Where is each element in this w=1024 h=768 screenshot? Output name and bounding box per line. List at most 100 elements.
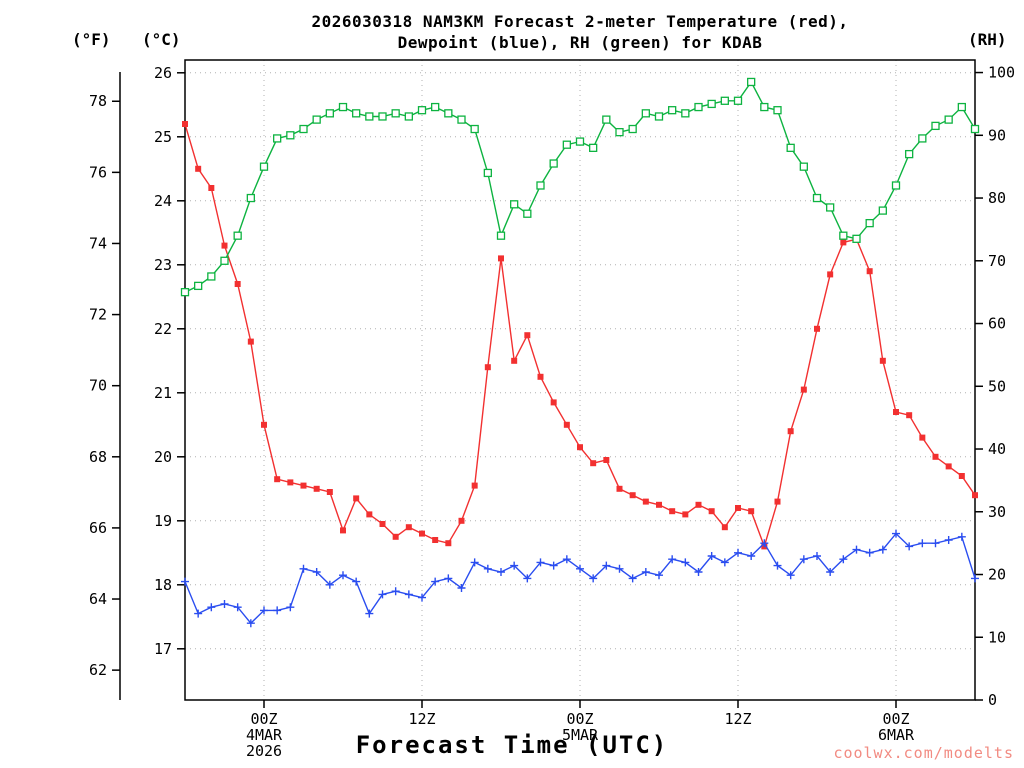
temperature-2m-marker [445,540,452,547]
relative-humidity-marker [799,162,808,171]
time-tick-label: 12Z [724,710,751,728]
rh-tick-label: 80 [988,189,1006,207]
temperature-2m-marker [471,482,478,489]
relative-humidity-marker [891,181,901,190]
time-tick-label: 00Z [250,710,277,728]
temperature-2m-marker [326,489,333,495]
dewpoint-2m-marker [299,564,308,573]
dewpoint-2m-marker [773,561,782,570]
watermark-link[interactable]: coolwx.com/modelts [833,744,1014,762]
dewpoint-2m-marker [615,564,624,573]
relative-humidity-marker [786,143,795,152]
fahrenheit-tick-label: 64 [89,590,107,608]
dewpoint-2m-marker [233,603,242,612]
dewpoint-2m-marker [431,577,440,586]
dewpoint-2m-marker [852,545,861,554]
temperature-2m-marker [879,357,886,364]
relative-humidity-marker [273,134,282,143]
temperature-2m-marker [432,537,439,543]
dewpoint-2m-marker [246,619,255,628]
fahrenheit-tick-label: 70 [89,377,107,395]
temperature-2m-marker [748,508,755,515]
time-tick-label: 00Z [882,710,909,728]
fahrenheit-tick-label: 72 [89,306,107,324]
relative-humidity-marker [444,109,453,118]
dewpoint-2m-marker [931,539,940,548]
relative-humidity-marker [918,134,927,143]
dewpoint-2m-marker [681,558,690,567]
fahrenheit-tick-label: 76 [89,163,107,181]
temperature-2m-marker [563,421,570,428]
dewpoint-2m-marker [826,568,835,576]
relative-humidity-marker [180,288,190,297]
celsius-axis-unit-label: (°C) [142,30,181,49]
dewpoint-2m-marker [892,529,900,538]
fahrenheit-axis-unit-label: (°F) [72,30,111,49]
time-tick-date-label: 4MAR [246,726,283,744]
relative-humidity-marker [602,115,611,124]
rh-tick-label: 50 [988,377,1006,395]
relative-humidity-marker [325,109,334,118]
relative-humidity-marker [378,112,387,121]
fahrenheit-tick-label: 66 [89,519,107,537]
dewpoint-2m-marker [391,587,400,596]
temperature-2m-marker [511,357,518,364]
fahrenheit-tick-label: 78 [89,92,107,110]
dewpoint-2m-marker [641,568,650,576]
dewpoint-2m-marker [602,561,611,570]
dewpoint-2m-marker [365,609,374,618]
relative-humidity-marker [826,203,835,212]
dewpoint-2m-marker [339,571,347,580]
temperature-2m-marker [313,485,320,492]
temperature-2m-marker [195,165,202,172]
relative-humidity-marker [839,231,848,240]
time-tick-year-label: 2026 [246,742,282,760]
relative-humidity-marker [641,109,650,118]
dewpoint-2m-marker [312,568,321,576]
relative-humidity-marker [365,112,374,121]
rh-tick-label: 40 [988,440,1006,458]
temperature-2m-marker [893,409,899,415]
temperature-2m-marker [340,527,346,534]
dewpoint-2m-marker [839,555,848,564]
dewpoint-2m-marker [918,539,927,548]
relative-humidity-marker [286,131,295,140]
relative-humidity-marker [931,121,940,131]
temperature-2m-marker [379,521,386,527]
relative-humidity-marker [233,231,242,240]
relative-humidity-marker [220,256,229,265]
rh-tick-label: 10 [988,628,1006,646]
dewpoint-2m-marker [694,568,703,576]
celsius-tick-label: 20 [154,448,172,466]
time-tick-label: 00Z [566,710,593,728]
celsius-tick-label: 17 [154,640,172,658]
temperature-2m-marker [906,412,913,419]
dewpoint-2m-marker [536,558,545,567]
relative-humidity-marker [523,209,532,218]
temperature-2m-marker [814,325,820,332]
relative-humidity-marker [773,106,782,115]
temperature-2m-marker [629,492,636,499]
temperature-2m-marker [353,495,360,502]
temperature-2m-marker [182,121,188,127]
dewpoint-2m-marker [628,574,637,583]
celsius-tick-label: 23 [154,256,172,274]
temperature-2m-marker [787,428,794,435]
relative-humidity-marker [470,124,479,134]
relative-humidity-marker [681,109,690,118]
celsius-tick-label: 26 [154,64,172,82]
dewpoint-2m-marker [562,555,571,564]
dewpoint-2m-marker [260,606,268,615]
relative-humidity-marker [760,102,769,112]
dewpoint-2m-marker [589,574,598,583]
dewpoint-2m-marker [865,548,874,557]
temperature-2m-marker [537,373,544,380]
relative-humidity-marker [352,109,361,118]
temperature-2m-marker [405,524,412,531]
dewpoint-2m-marker [905,542,914,551]
dewpoint-2m-marker [760,539,769,548]
temperature-2m-marker [603,457,610,463]
relative-humidity-marker [720,96,729,105]
temperature-2m-marker [274,476,281,483]
dewpoint-2m-marker [668,555,677,564]
